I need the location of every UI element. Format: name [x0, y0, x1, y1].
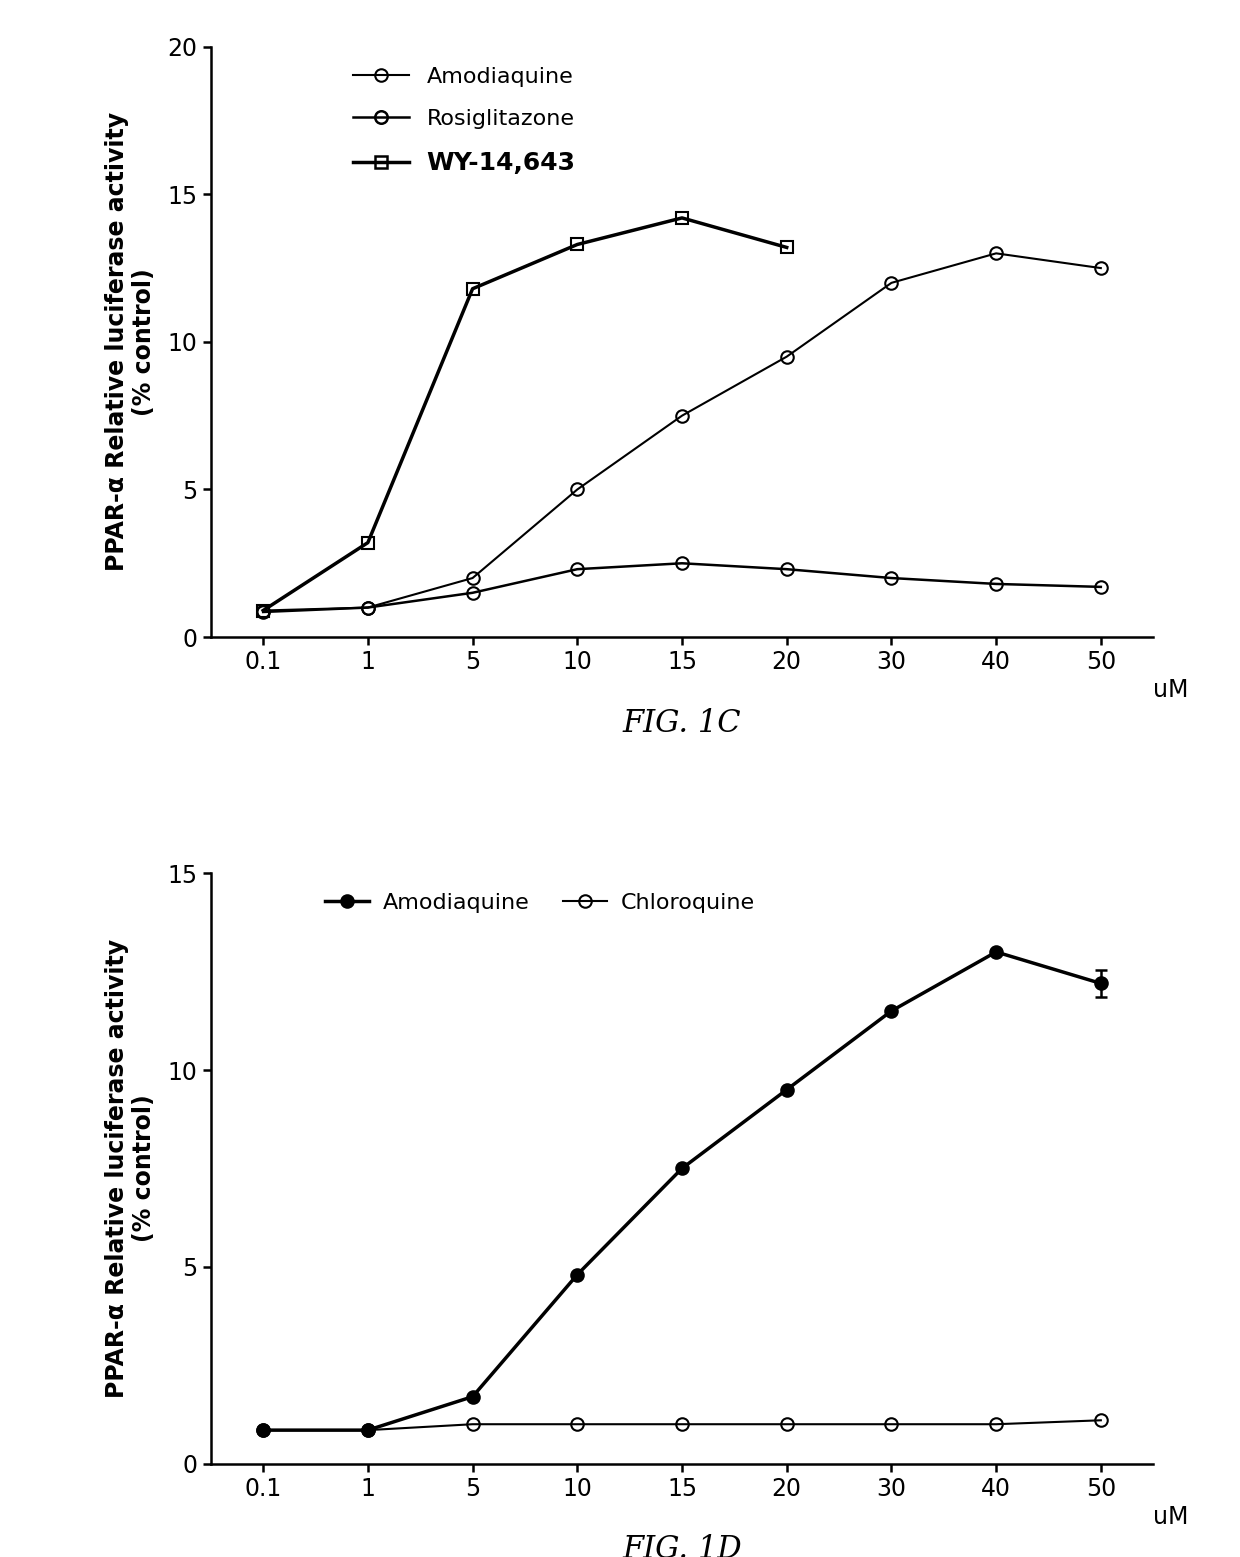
Y-axis label: PPAR-α Relative luciferase activity
(% control): PPAR-α Relative luciferase activity (% c… — [104, 939, 156, 1398]
Y-axis label: PPAR-α Relative luciferase activity
(% control): PPAR-α Relative luciferase activity (% c… — [104, 112, 156, 571]
Text: FIG. 1D: FIG. 1D — [622, 1534, 742, 1557]
Legend: Amodiaquine, Chloroquine: Amodiaquine, Chloroquine — [316, 884, 764, 922]
Text: uM: uM — [1153, 1506, 1189, 1529]
Text: FIG. 1C: FIG. 1C — [622, 708, 742, 740]
Text: uM: uM — [1153, 679, 1189, 702]
Legend: Amodiaquine, Rosiglitazone, WY-14,643: Amodiaquine, Rosiglitazone, WY-14,643 — [345, 58, 584, 184]
